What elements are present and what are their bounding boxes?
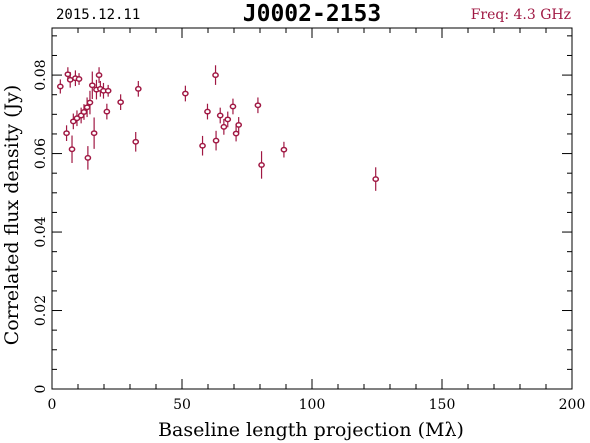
y-tick-label: 0.06 — [33, 138, 49, 169]
data-points — [56, 65, 380, 191]
point-marker — [204, 108, 211, 115]
data-point — [63, 125, 70, 142]
data-point — [212, 130, 220, 151]
data-point — [75, 73, 83, 85]
x-tick-label: 50 — [173, 397, 191, 413]
chart-title: J0002-2153 — [243, 1, 381, 27]
point-marker — [66, 76, 74, 83]
data-point — [132, 131, 140, 152]
point-marker — [216, 112, 224, 119]
data-point — [224, 111, 232, 128]
point-marker — [229, 103, 237, 110]
data-point — [204, 103, 211, 120]
point-marker — [83, 104, 91, 111]
data-point — [95, 67, 103, 83]
point-marker — [280, 146, 288, 153]
point-marker — [372, 176, 380, 183]
point-marker — [84, 154, 92, 161]
y-tick-label: 0.08 — [33, 60, 49, 91]
y-tick-label: 0.04 — [33, 216, 49, 247]
data-point — [73, 110, 81, 127]
point-marker — [86, 99, 94, 106]
point-marker — [235, 121, 243, 128]
data-point — [86, 90, 94, 115]
point-marker — [258, 161, 265, 168]
point-marker — [117, 99, 124, 106]
data-point — [84, 146, 92, 170]
point-marker — [88, 82, 96, 89]
point-marker — [68, 146, 76, 153]
data-point — [220, 119, 228, 135]
axes: 0 50 100 150 200 0 0.02 0.04 0.06 0.08 — [33, 27, 586, 413]
point-marker — [254, 102, 262, 109]
point-marker — [63, 130, 70, 137]
point-marker — [132, 138, 140, 145]
data-point — [280, 141, 288, 158]
point-marker — [224, 116, 232, 123]
point-marker — [199, 142, 206, 149]
point-marker — [75, 76, 83, 82]
point-marker — [80, 109, 88, 115]
data-point — [229, 98, 237, 115]
data-point — [88, 71, 96, 100]
point-marker — [182, 90, 189, 97]
data-point — [254, 97, 262, 114]
point-marker — [212, 137, 220, 144]
data-point — [199, 135, 206, 156]
data-point — [104, 84, 112, 97]
data-point — [90, 117, 98, 149]
point-marker — [232, 130, 240, 137]
data-point — [182, 85, 189, 102]
y-tick-label: 0.02 — [33, 295, 49, 326]
header-frequency: Freq: 4.3 GHz — [471, 7, 571, 23]
data-point — [212, 65, 219, 85]
y-tick-label: 0 — [33, 385, 49, 394]
data-point — [258, 151, 265, 179]
x-tick-label: 100 — [299, 397, 326, 413]
data-point — [117, 94, 124, 111]
data-point — [235, 117, 243, 133]
x-tick-label: 200 — [559, 397, 586, 413]
point-marker — [90, 130, 98, 137]
data-point — [216, 107, 224, 124]
point-marker — [95, 72, 103, 79]
data-point — [56, 79, 64, 94]
point-marker — [56, 83, 64, 90]
data-point — [134, 80, 142, 97]
point-marker — [220, 123, 228, 130]
point-marker — [103, 108, 111, 115]
data-point — [103, 103, 111, 120]
data-point — [372, 167, 380, 191]
point-marker — [104, 87, 112, 94]
header-date: 2015.12.11 — [56, 7, 140, 23]
point-marker — [212, 72, 219, 79]
x-tick-label: 150 — [429, 397, 456, 413]
x-tick-label: 0 — [48, 397, 57, 413]
point-marker — [134, 85, 142, 92]
y-axis-label: Correlated flux density (Jy) — [1, 85, 23, 346]
data-point — [232, 125, 240, 142]
data-point — [68, 135, 76, 163]
x-axis-label: Baseline length projection (Mλ) — [158, 419, 464, 441]
